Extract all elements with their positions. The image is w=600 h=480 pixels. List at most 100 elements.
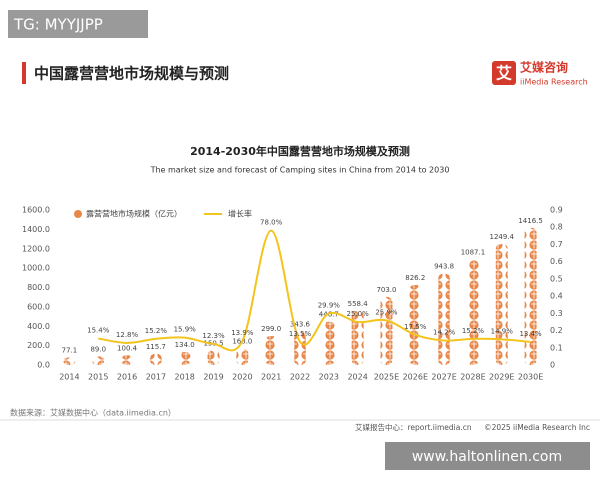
watermark-box	[8, 10, 148, 38]
x-tick-label: 2016	[117, 373, 137, 382]
y-tick-label: 1200.0	[22, 244, 50, 253]
y2-tick-label: 0.7	[550, 240, 563, 249]
y-tick-label: 1600.0	[22, 206, 50, 215]
bar-value-label: 1249.4	[490, 233, 515, 241]
watermark-bottom: www.haltonlinen.com	[412, 449, 562, 465]
y2-tick-label: 0.4	[550, 292, 563, 301]
line-value-label: 29.9%	[318, 302, 341, 310]
line-value-label: 15.2%	[145, 327, 168, 335]
line-value-label: 14.9%	[491, 327, 514, 335]
chart-title: 2014-2030年中国露营营地市场规模及预测	[190, 144, 410, 158]
watermark-bottom-box	[385, 442, 590, 470]
line-value-label: 13.9%	[231, 329, 254, 337]
bar-value-label: 1087.1	[461, 249, 486, 257]
y2-tick-label: 0.8	[550, 223, 563, 232]
bar	[524, 227, 537, 365]
footer-copyright: ©2025 iiMedia Research Inc	[484, 423, 590, 432]
bar-value-label: 77.1	[62, 347, 78, 355]
x-tick-label: 2017	[146, 373, 166, 382]
line-value-label: 25.0%	[347, 310, 370, 318]
line-value-label: 13.5%	[289, 330, 312, 338]
x-tick-label: 2014	[59, 373, 79, 382]
legend-label: 增长率	[228, 209, 252, 219]
line-value-label: 15.9%	[174, 326, 197, 334]
x-tick-label: 2030E	[518, 373, 543, 382]
y2-tick-label: 0.3	[550, 309, 563, 318]
source: 数据来源：艾媒数据中心（data.iimedia.cn）	[10, 408, 176, 418]
x-tick-label: 2026E	[403, 373, 428, 382]
growth-line	[98, 229, 531, 352]
y2-tick-label: 0.1	[550, 343, 563, 352]
bar	[149, 353, 162, 365]
bar-value-label: 89.0	[90, 345, 106, 353]
logo-icon: 艾	[496, 64, 512, 83]
line-value-label: 12.8%	[116, 331, 139, 339]
bar	[207, 350, 220, 365]
y2-tick-label: 0	[550, 361, 555, 370]
bar	[409, 284, 422, 365]
bar	[438, 273, 451, 365]
line-value-label: 13.4%	[519, 330, 542, 338]
bar	[236, 348, 249, 365]
legend-swatch	[74, 210, 82, 218]
x-tick-label: 2023	[319, 373, 339, 382]
x-tick-label: 2024	[347, 373, 367, 382]
bar	[265, 336, 278, 365]
y-tick-label: 1000.0	[22, 264, 50, 273]
legend-label: 露营营地市场规模（亿元）	[86, 209, 182, 219]
bar-value-label: 558.4	[348, 300, 369, 308]
bar-value-label: 343.6	[290, 321, 311, 329]
bar	[92, 356, 105, 365]
bar-value-label: 446.7	[319, 311, 339, 319]
x-tick-label: 2022	[290, 373, 310, 382]
y-tick-label: 800.0	[27, 283, 50, 292]
y-tick-label: 200.0	[27, 341, 50, 350]
header-title: 中国露营营地市场规模与预测	[34, 65, 229, 83]
y2-tick-label: 0.6	[550, 257, 563, 266]
x-tick-label: 2020	[232, 373, 252, 382]
x-tick-label: 2029E	[489, 373, 514, 382]
bar	[495, 243, 508, 365]
line-value-label: 25.9%	[375, 308, 398, 316]
bar	[121, 355, 134, 365]
bar-value-label: 943.8	[434, 263, 454, 271]
y-tick-label: 600.0	[27, 302, 50, 311]
y-tick-label: 0.0	[37, 361, 50, 370]
footer-report: 艾媒报告中心：report.iimedia.cn	[355, 422, 472, 432]
bar-value-label: 115.7	[146, 343, 166, 351]
logo-cn: 艾媒咨询	[520, 60, 568, 75]
x-tick-label: 2015	[88, 373, 108, 382]
bar-value-label: 299.0	[261, 325, 281, 333]
line-value-label: 14.2%	[433, 329, 456, 337]
bar	[294, 331, 306, 365]
bar	[178, 352, 191, 365]
y-tick-label: 400.0	[27, 322, 50, 331]
line-value-label: 78.0%	[260, 219, 283, 227]
bar-value-label: 134.0	[175, 341, 195, 349]
y-tick-label: 1400.0	[22, 225, 50, 234]
line-value-label: 15.2%	[462, 327, 485, 335]
header-accent	[22, 62, 26, 84]
x-tick-label: 2021	[261, 373, 281, 382]
bar-value-label: 100.4	[117, 344, 138, 352]
bar-value-label: 826.2	[405, 274, 425, 282]
bar-value-label: 1416.5	[518, 217, 543, 225]
line-value-label: 15.4%	[87, 326, 110, 334]
bar	[322, 321, 335, 365]
x-tick-label: 2018	[175, 373, 195, 382]
y2-tick-label: 0.2	[550, 326, 563, 335]
y2-tick-label: 0.5	[550, 274, 563, 283]
x-tick-label: 2025E	[374, 373, 399, 382]
chart-subtitle: The market size and forecast of Camping …	[150, 166, 450, 175]
logo-en: iiMedia Research	[520, 78, 588, 87]
bar	[63, 357, 76, 365]
x-tick-label: 2027E	[431, 373, 456, 382]
x-tick-label: 2028E	[460, 373, 485, 382]
bar-value-label: 703.0	[376, 286, 396, 294]
watermark-top: TG: MYYJJPP	[13, 16, 103, 34]
bar	[351, 310, 364, 365]
logo-icon-bg	[492, 61, 516, 85]
line-value-label: 12.3%	[202, 332, 225, 340]
bar	[466, 259, 479, 365]
